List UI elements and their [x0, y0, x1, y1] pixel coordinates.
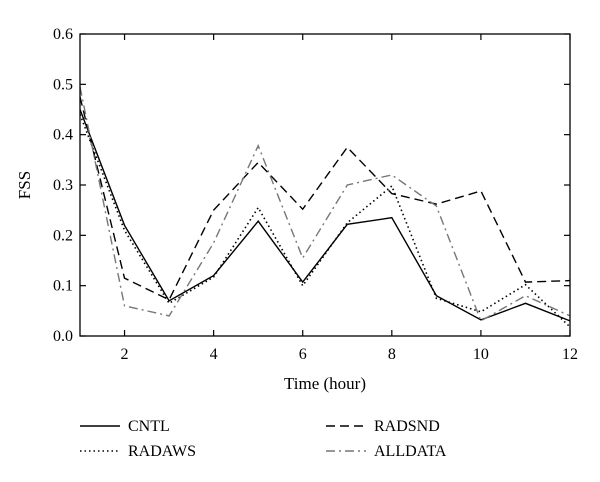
x-tick-label: 10 — [473, 346, 489, 363]
series-line-radaws — [79, 114, 571, 328]
series-line-alldata — [79, 86, 571, 322]
plot-frame — [79, 33, 571, 337]
tick-labels-layer: 2 4 6 8 10 12 0.0 0.1 0.2 0.3 0.4 0.5 0.6 — [53, 26, 578, 363]
y-tick-label: 0.6 — [53, 26, 73, 43]
series-line-cntl — [79, 109, 571, 322]
x-tick-label: 6 — [299, 346, 307, 363]
x-tick-label: 4 — [210, 346, 218, 363]
x-tick-label: 12 — [562, 346, 578, 363]
y-tick-label: 0.4 — [53, 127, 73, 144]
y-tick-label: 0.3 — [53, 177, 73, 194]
series-layer — [79, 86, 571, 328]
x-tick-label: 2 — [121, 346, 129, 363]
y-tick-label: 0.0 — [53, 328, 73, 345]
x-tick-label: 8 — [388, 346, 396, 363]
y-tick-label: 0.1 — [53, 278, 73, 295]
ticks-layer — [80, 33, 571, 337]
legend-label-radsnd: RADSND — [374, 418, 440, 435]
y-tick-label: 0.5 — [53, 76, 73, 93]
x-axis-title: Time (hour) — [284, 374, 366, 393]
legend-label-cntl: CNTL — [128, 418, 170, 435]
y-axis-title: FSS — [15, 171, 34, 199]
series-line-radsnd — [79, 96, 571, 301]
y-tick-label: 0.2 — [53, 227, 73, 244]
legend-label-radaws: RADAWS — [128, 443, 196, 460]
legend: CNTL RADAWS RADSND ALLDATA — [80, 418, 447, 460]
legend-label-alldata: ALLDATA — [374, 443, 447, 460]
